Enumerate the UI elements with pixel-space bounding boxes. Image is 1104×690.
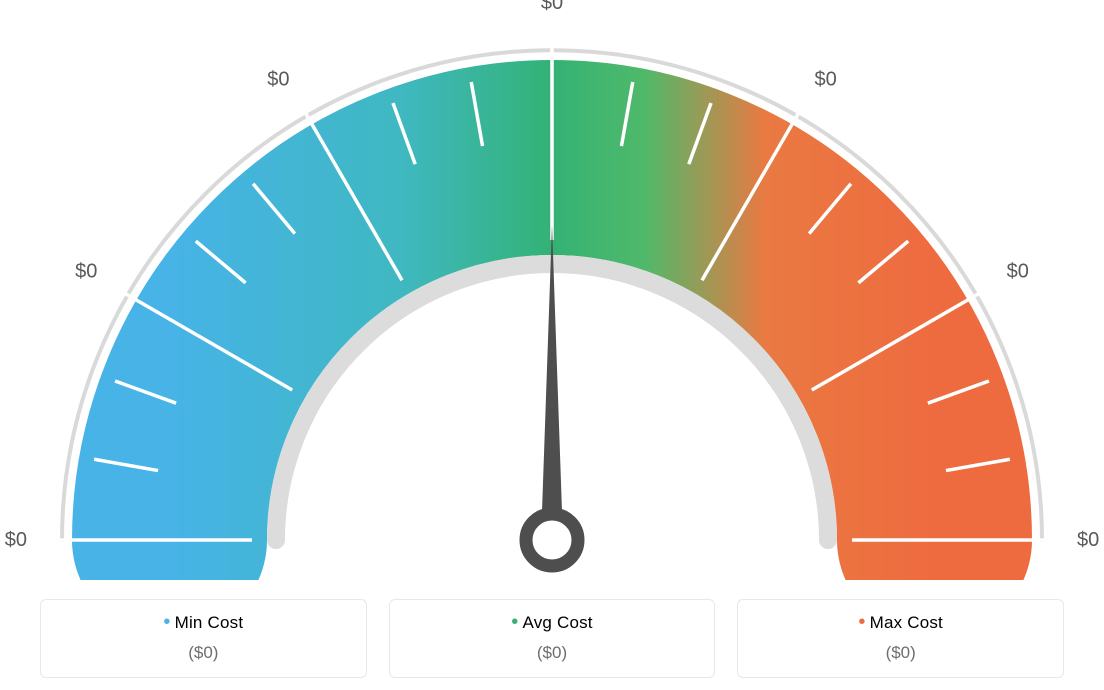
svg-text:$0: $0	[541, 0, 563, 14]
legend-bullet-icon: •	[163, 611, 170, 633]
legend-bullet-icon: •	[511, 611, 518, 633]
gauge-chart: $0 $0 $0 $0 $0 $0 $0	[0, 0, 1104, 570]
svg-text:$0: $0	[5, 529, 27, 551]
legend-label: • Min Cost	[51, 612, 356, 635]
legend-card-max: • Max Cost ($0)	[737, 599, 1064, 678]
legend-card-min: • Min Cost ($0)	[40, 599, 367, 678]
svg-text:$0: $0	[815, 68, 837, 90]
svg-text:$0: $0	[267, 68, 289, 90]
svg-text:$0: $0	[1077, 529, 1099, 551]
legend-label: • Max Cost	[748, 612, 1053, 635]
gauge-svg: $0 $0 $0 $0 $0 $0 $0	[0, 0, 1104, 580]
cost-gauge-card: $0 $0 $0 $0 $0 $0 $0 • Min Cost ($0) •Avg Cost …	[0, 0, 1104, 690]
legend-label: •Avg Cost	[400, 612, 705, 635]
legend-value: ($0)	[51, 643, 356, 663]
legend-label-text: Avg Cost	[522, 613, 592, 632]
legend-value: ($0)	[400, 643, 705, 663]
legend-row: •Min Cost ($0) •Avg Cost ($0) •Max Cost …	[40, 599, 1064, 678]
svg-text:$0: $0	[1007, 261, 1029, 283]
legend-value: ($0)	[748, 643, 1053, 663]
legend-label-text: Max Cost	[870, 613, 943, 632]
legend-card-avg: •Avg Cost ($0)	[389, 599, 716, 678]
legend-bullet-icon: •	[858, 611, 865, 633]
legend-label-text: Min Cost	[175, 613, 244, 632]
svg-text:$0: $0	[75, 261, 97, 283]
